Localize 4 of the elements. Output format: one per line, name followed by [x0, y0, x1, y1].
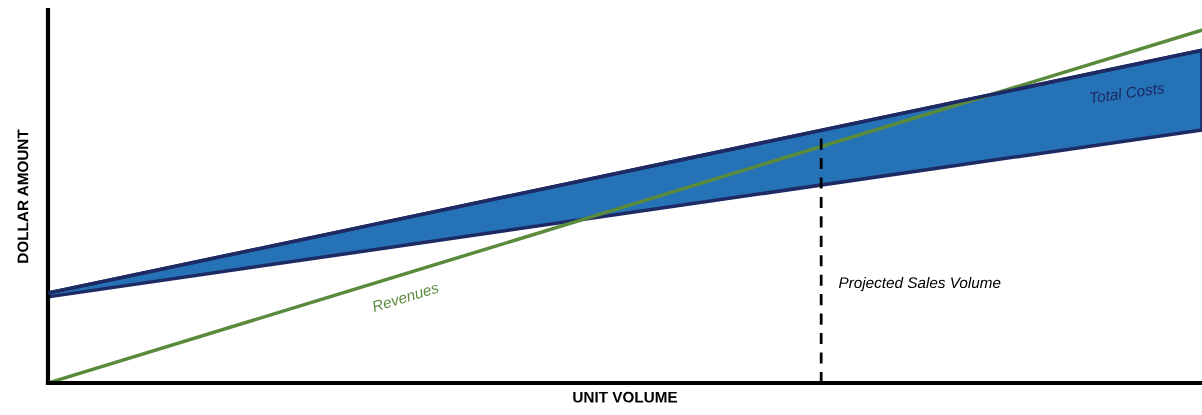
annotation: Projected Sales Volume: [838, 276, 1001, 292]
text: Total Costs: [1089, 81, 1165, 104]
y-axis-title: DOLLAR AMOUNT: [17, 129, 29, 263]
x-axis-title: UNIT VOLUME: [573, 391, 678, 403]
